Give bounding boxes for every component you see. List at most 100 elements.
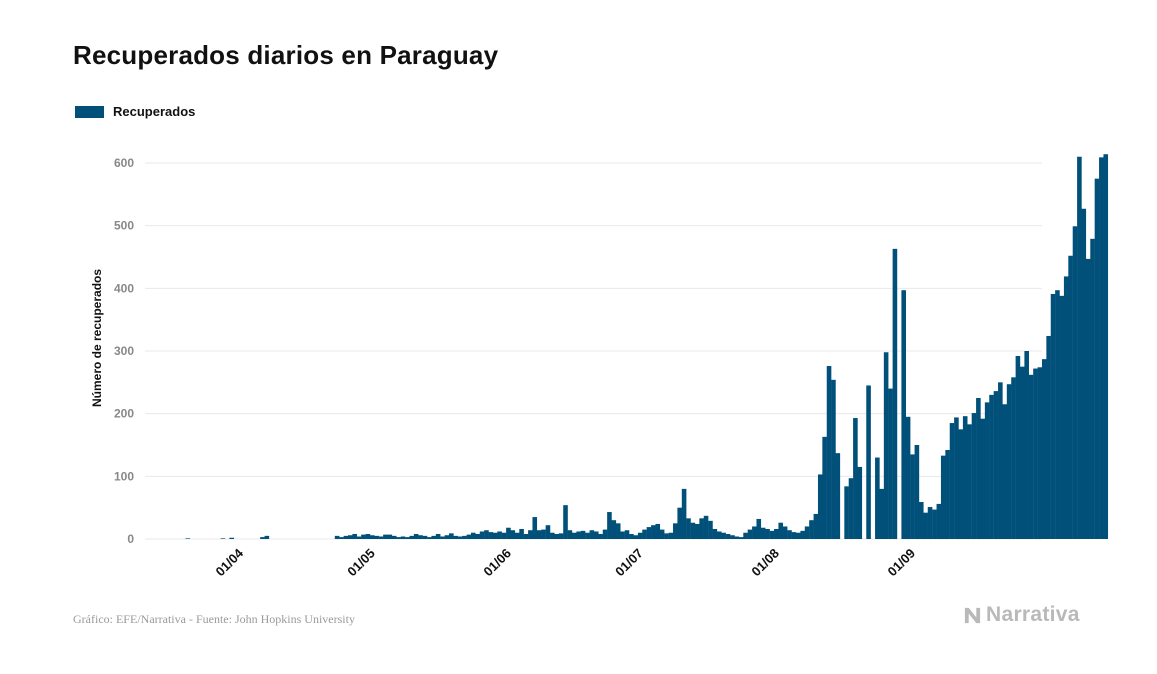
bar: [1059, 295, 1065, 539]
bar: [514, 532, 520, 539]
bar: [936, 503, 942, 539]
bar: [396, 537, 401, 539]
bar: [690, 522, 696, 539]
bar: [892, 248, 898, 539]
bar: [826, 366, 832, 539]
bar: [796, 532, 801, 539]
bar: [888, 388, 893, 539]
bar: [519, 528, 524, 539]
bar: [607, 512, 612, 539]
bar: [431, 535, 437, 539]
bar: [598, 533, 603, 539]
bar: [413, 533, 419, 539]
bar: [475, 533, 480, 539]
bar: [383, 534, 388, 539]
y-tick-label: 100: [114, 469, 134, 483]
bar: [932, 509, 937, 539]
bar: [1011, 377, 1016, 539]
bar: [422, 535, 428, 539]
bar: [563, 505, 568, 539]
bar: [655, 523, 661, 539]
bar: [488, 532, 494, 539]
bar: [369, 535, 375, 539]
bar: [725, 533, 731, 539]
bar: [554, 533, 560, 539]
bar: [1063, 276, 1069, 539]
y-tick-label: 0: [127, 532, 134, 546]
bar: [1094, 178, 1100, 540]
bar: [602, 529, 608, 539]
bar: [615, 523, 621, 539]
bar: [229, 537, 234, 539]
bar: [1015, 356, 1021, 539]
bar: [791, 532, 797, 539]
y-tick-label: 200: [114, 407, 134, 421]
bar: [348, 535, 353, 539]
bar: [914, 445, 920, 539]
bar: [484, 530, 489, 539]
bar: [774, 528, 779, 539]
bar: [642, 529, 647, 539]
bar: [1068, 255, 1073, 539]
bar: [470, 532, 476, 539]
bar: [721, 532, 726, 539]
bar: [629, 533, 634, 539]
bar: [1081, 208, 1087, 539]
bar: [510, 530, 516, 539]
bar: [374, 535, 379, 539]
bar: [664, 533, 669, 539]
bar: [637, 532, 643, 539]
bar: [1085, 258, 1091, 539]
bars: [185, 154, 1109, 540]
bar: [883, 352, 889, 539]
bar: [804, 526, 810, 539]
bar: [466, 534, 472, 539]
bar: [339, 537, 344, 539]
x-tick-label: 01/09: [885, 546, 919, 580]
legend-swatch: [75, 105, 104, 118]
bar: [572, 532, 577, 539]
bar: [365, 533, 371, 539]
bar: [681, 488, 687, 539]
bar: [765, 528, 770, 539]
bar: [1002, 404, 1008, 539]
bar: [918, 502, 924, 539]
y-axis-label: Número de recuperados: [90, 269, 104, 407]
bar: [989, 394, 994, 539]
bar: [923, 512, 928, 539]
bar: [958, 429, 964, 539]
bar: [1041, 359, 1047, 539]
bar: [593, 531, 599, 539]
bar: [611, 520, 617, 539]
source-note: Gráfico: EFE/Narrativa - Fuente: John Ho…: [73, 612, 355, 626]
bar: [976, 398, 981, 539]
bar: [743, 532, 748, 539]
bar: [651, 525, 656, 539]
bar: [787, 530, 792, 539]
bar: [853, 418, 858, 539]
bar: [361, 534, 366, 539]
bar: [945, 450, 950, 539]
bar: [400, 536, 406, 539]
bar: [703, 515, 709, 539]
bar: [910, 454, 915, 539]
bar: [545, 525, 551, 539]
bar: [646, 527, 652, 539]
grid-lines: [145, 162, 1042, 540]
bar: [405, 537, 410, 539]
bar: [817, 474, 823, 539]
brand-name: Narrativa: [986, 603, 1080, 626]
bar: [866, 385, 871, 539]
x-tick-labels: 01/04 01/05 01/06 01/07 01/08 01/09: [213, 545, 919, 579]
bar: [673, 523, 678, 539]
x-tick-label: 01/04: [213, 545, 247, 579]
bar: [580, 530, 586, 539]
bar: [585, 532, 590, 539]
bar: [971, 413, 977, 539]
bar: [712, 528, 718, 539]
bar: [409, 535, 415, 539]
chart-legend: Recuperados: [75, 104, 195, 119]
bar: [506, 527, 511, 539]
bar: [984, 402, 990, 539]
